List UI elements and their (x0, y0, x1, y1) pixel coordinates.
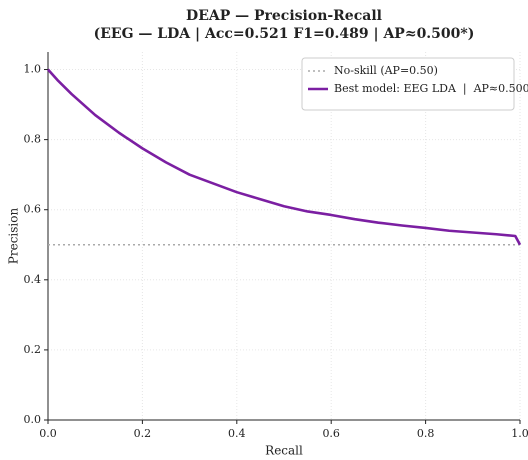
chart-subtitle: (EEG — LDA | Acc=0.521 F1=0.489 | AP≈0.5… (94, 26, 475, 42)
y-tick-label: 0.8 (24, 133, 42, 146)
x-tick-label: 0.4 (228, 427, 246, 440)
chart-title: DEAP — Precision-Recall (186, 8, 382, 24)
legend-box (301, 57, 515, 111)
y-tick-label: 0.0 (24, 413, 42, 426)
legend-text: No-skill (AP=0.50) (334, 64, 438, 77)
y-tick-label: 0.6 (24, 203, 42, 216)
y-tick-label: 0.2 (24, 343, 42, 356)
x-tick-label: 0.8 (417, 427, 435, 440)
x-tick-label: 0.2 (134, 427, 152, 440)
y-tick-label: 0.4 (24, 273, 42, 286)
y-tick-label: 1.0 (24, 63, 42, 76)
x-tick-label: 0.6 (322, 427, 340, 440)
series-line (47, 68, 522, 246)
x-tick-label: 1.0 (511, 427, 528, 440)
y-axis-label: Precision (7, 208, 21, 265)
x-axis-label: Recall (265, 444, 303, 458)
x-tick-label: 0.0 (39, 427, 57, 440)
legend-text: Best model: EEG LDA | AP≈0.500* (334, 82, 528, 96)
